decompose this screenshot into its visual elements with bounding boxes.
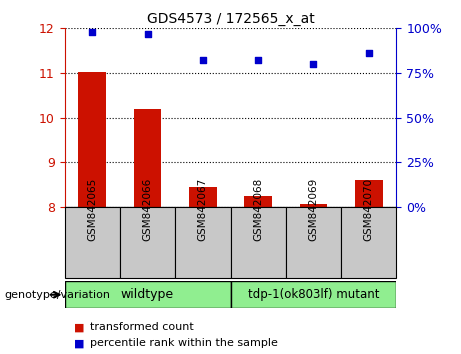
Point <box>144 31 151 36</box>
Bar <box>78 72 106 207</box>
Bar <box>230 281 396 308</box>
Text: tdp-1(ok803lf) mutant: tdp-1(ok803lf) mutant <box>248 288 379 301</box>
Bar <box>286 207 341 278</box>
Text: ■: ■ <box>74 338 84 348</box>
Bar <box>175 207 230 278</box>
Text: GSM842066: GSM842066 <box>142 178 153 241</box>
Bar <box>355 180 383 207</box>
Bar <box>341 207 396 278</box>
Point <box>254 58 262 63</box>
Bar <box>244 196 272 207</box>
Text: wildtype: wildtype <box>121 288 174 301</box>
Bar <box>65 281 230 308</box>
Point <box>89 29 96 35</box>
Title: GDS4573 / 172565_x_at: GDS4573 / 172565_x_at <box>147 12 314 26</box>
Bar <box>300 204 327 207</box>
Text: GSM842067: GSM842067 <box>198 178 208 241</box>
Bar <box>65 207 120 278</box>
Text: ■: ■ <box>74 322 84 332</box>
Point <box>310 61 317 67</box>
Text: GSM842068: GSM842068 <box>253 178 263 241</box>
Bar <box>230 207 286 278</box>
Text: GSM842069: GSM842069 <box>308 178 319 241</box>
Text: transformed count: transformed count <box>90 322 194 332</box>
Bar <box>189 187 217 207</box>
Text: genotype/variation: genotype/variation <box>5 290 111 300</box>
Point <box>365 51 372 56</box>
Bar <box>120 207 175 278</box>
Text: GSM842070: GSM842070 <box>364 178 374 241</box>
Text: percentile rank within the sample: percentile rank within the sample <box>90 338 278 348</box>
Text: GSM842065: GSM842065 <box>87 178 97 241</box>
Bar <box>134 109 161 207</box>
Point <box>199 58 207 63</box>
